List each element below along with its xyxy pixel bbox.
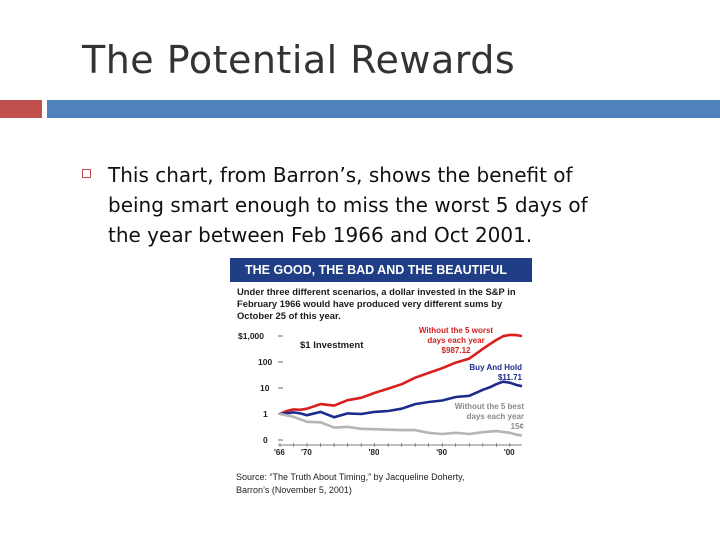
source-citation: Source: “The Truth About Timing,” by Jac…	[236, 472, 465, 495]
title-accent-bar-red	[0, 100, 42, 118]
title-accent-bar-blue	[47, 100, 720, 118]
x-tick-label: '70	[301, 448, 312, 457]
series-without-best-days-line	[279, 412, 523, 437]
series-without-best-days-label: Without the 5 best days each year 15¢	[455, 402, 525, 431]
y-tick-label: 0	[263, 435, 268, 445]
x-tick-label: '66	[274, 448, 285, 457]
y-tick-label: $1,000	[238, 331, 264, 341]
annotation-1-investment: $1 Investment	[300, 340, 364, 351]
slide-title: The Potential Rewards	[82, 38, 516, 82]
series-without-worst-days-line	[279, 333, 523, 416]
chart-image: THE GOOD, THE BAD AND THE BEAUTIFUL Unde…	[230, 258, 532, 466]
x-tick-label: '90	[436, 448, 447, 457]
series-buy-and-hold-line	[279, 380, 523, 419]
y-tick-label: 100	[258, 357, 272, 367]
series-buy-and-hold-label: Buy And Hold $11.71	[469, 363, 522, 382]
x-tick-label: '00	[504, 448, 515, 457]
chart-subtitle: Under three different scenarios, a dolla…	[237, 286, 516, 321]
bullet-text: This chart, from Barron’s, shows the ben…	[108, 163, 588, 247]
y-tick-label: 1	[263, 409, 268, 419]
bullet-square-icon	[82, 169, 91, 178]
chart-title: THE GOOD, THE BAD AND THE BEAUTIFUL	[230, 258, 532, 282]
y-tick-label: 10	[260, 383, 270, 393]
series-without-worst-days-label: Without the 5 worst days each year $987.12	[419, 326, 493, 355]
x-tick-label: '80	[369, 448, 380, 457]
